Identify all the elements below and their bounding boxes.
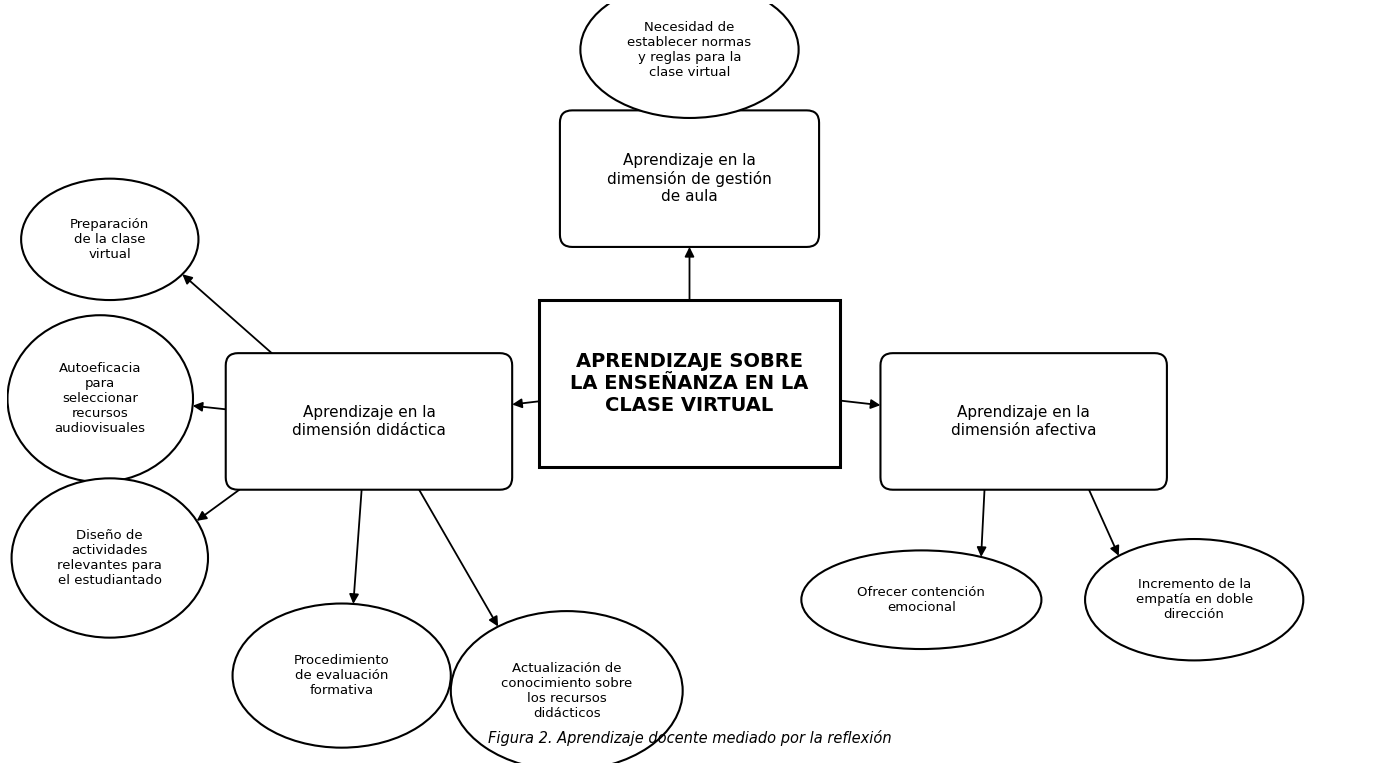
- Ellipse shape: [801, 551, 1041, 649]
- FancyBboxPatch shape: [560, 110, 819, 247]
- Text: Aprendizaje en la
dimensión de gestión
de aula: Aprendizaje en la dimensión de gestión d…: [607, 153, 772, 204]
- Text: Necesidad de
establecer normas
y reglas para la
clase virtual: Necesidad de establecer normas y reglas …: [627, 21, 752, 79]
- Ellipse shape: [11, 479, 208, 637]
- Ellipse shape: [451, 611, 683, 767]
- Text: Procedimiento
de evaluación
formativa: Procedimiento de evaluación formativa: [294, 654, 389, 697]
- FancyBboxPatch shape: [539, 300, 840, 467]
- Ellipse shape: [581, 0, 798, 118]
- Text: Incremento de la
empatía en doble
dirección: Incremento de la empatía en doble direcc…: [1135, 578, 1252, 621]
- Text: Preparación
de la clase
virtual: Preparación de la clase virtual: [70, 218, 149, 261]
- FancyBboxPatch shape: [226, 353, 512, 489]
- Text: Aprendizaje en la
dimensión afectiva: Aprendizaje en la dimensión afectiva: [952, 405, 1096, 438]
- FancyBboxPatch shape: [880, 353, 1167, 489]
- Ellipse shape: [21, 179, 199, 300]
- Text: Figura 2. Aprendizaje docente mediado por la reflexión: Figura 2. Aprendizaje docente mediado po…: [488, 730, 891, 746]
- Text: APRENDIZAJE SOBRE
LA ENSEÑANZA EN LA
CLASE VIRTUAL: APRENDIZAJE SOBRE LA ENSEÑANZA EN LA CLA…: [571, 352, 808, 415]
- Ellipse shape: [7, 315, 193, 482]
- Ellipse shape: [233, 604, 451, 748]
- Text: Actualización de
conocimiento sobre
los recursos
didácticos: Actualización de conocimiento sobre los …: [501, 662, 633, 719]
- Text: Aprendizaje en la
dimensión didáctica: Aprendizaje en la dimensión didáctica: [292, 405, 445, 438]
- Text: Ofrecer contención
emocional: Ofrecer contención emocional: [858, 586, 986, 614]
- Text: Autoeficacia
para
seleccionar
recursos
audiovisuales: Autoeficacia para seleccionar recursos a…: [55, 362, 146, 435]
- Text: Diseño de
actividades
relevantes para
el estudiantado: Diseño de actividades relevantes para el…: [58, 529, 163, 587]
- Ellipse shape: [1085, 539, 1303, 660]
